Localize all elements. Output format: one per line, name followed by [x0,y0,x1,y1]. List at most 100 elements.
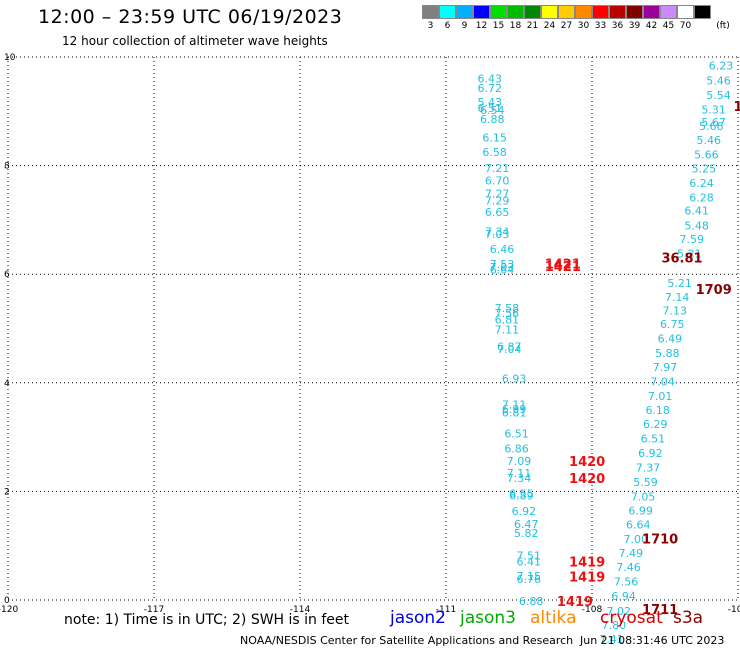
legend-swatch-16 [694,5,711,19]
wave-height-label-9: 6.70 [485,174,510,187]
wave-height-label-29: 6.51 [504,427,529,440]
legend-label-8: 27 [560,21,573,31]
legend-label-5: 18 [509,21,522,31]
legend-swatch-10 [592,5,609,19]
wave-height-label-61: 7.13 [662,305,687,318]
wave-height-label-63: 6.49 [658,332,683,345]
legend-swatch-12 [626,5,643,19]
wave-height-label-28: 6.81 [502,407,527,420]
wave-height-label-74: 7.05 [631,490,656,503]
time-label-8: 1419 [569,555,605,570]
wave-height-label-13: 7.34 [485,225,510,238]
wave-height-label-54: 6.28 [689,192,714,205]
legend-swatch-8 [558,5,575,19]
wave-height-label-77: 7.00 [624,533,649,546]
wave-height-label-69: 6.29 [643,418,668,431]
wave-height-label-51: 5.66 [694,149,719,162]
mission-cryosat: cryosat [600,608,663,628]
wave-height-label-64: 5.88 [655,347,680,360]
wave-height-label-38: 5.82 [514,527,539,540]
wave-height-label-30: 6.86 [504,443,529,456]
legend-swatch-13 [643,5,660,19]
wave-height-label-37: 6.47 [514,518,539,531]
legend-swatch-1 [439,5,456,19]
y-tick-label-1: 2 [4,487,10,497]
wave-height-label-60: 7.14 [665,291,690,304]
legend-swatch-2 [456,5,473,19]
legend-label-2: 9 [461,21,468,31]
chart-subtitle: 12 hour collection of altimeter wave hei… [62,34,328,48]
wave-height-label-58: 5.21 [677,248,702,261]
wave-height-label-14: 7.03 [485,228,510,241]
wave-height-label-44: 6.23 [709,60,734,73]
wave-height-label-72: 7.37 [636,462,661,475]
time-label-1: 1421 [545,260,581,275]
legend-swatch-15 [677,5,694,19]
wave-height-label-20: 7.56 [495,307,520,320]
wave-height-label-65: 7.97 [653,361,678,374]
time-label-11: 1711 [642,603,678,618]
wave-height-label-81: 6.94 [611,590,636,603]
legend-swatch-6 [524,5,541,19]
wave-height-label-7: 6.58 [482,146,507,159]
mission-altika: altika [530,608,577,628]
y-tick-label-2: 4 [4,379,10,389]
wave-height-label-57: 7.59 [680,233,705,246]
wave-height-label-24: 7.04 [497,343,522,356]
wave-height-label-73: 5.59 [633,476,658,489]
time-label-6: 1420 [569,472,605,487]
wave-height-label-39: 7.51 [516,549,541,562]
legend-label-14: 45 [662,21,675,31]
footer-note: note: 1) Time is in UTC; 2) SWH is in fe… [64,612,350,628]
mission-s3a: s3a [673,608,704,628]
y-tick-label-4: 8 [4,162,10,172]
mission-jason2: jason2 [390,608,446,628]
x-tick-label-0: -120 [0,605,18,615]
legend-label-13: 42 [645,21,658,31]
wave-height-label-40: 6.41 [516,555,541,568]
wave-height-label-18: 6.64 [490,263,515,276]
wave-height-label-82: 7.02 [607,605,632,618]
wave-height-label-36: 6.92 [512,505,537,518]
legend-swatch-5 [507,5,524,19]
wave-height-label-85: 7.94 [597,648,622,650]
time-label-10: 1419 [557,595,593,610]
time-label-2: 36.81 [661,251,702,266]
x-tick-label-5: -105 [728,605,740,615]
wave-height-label-17: 7.03 [490,261,515,274]
legend-unit: (ft) [716,21,730,31]
y-tick-label-0: 0 [4,596,10,606]
wave-height-label-2: 5.43 [478,96,503,109]
time-label-9: 1419 [569,571,605,586]
legend-label-4: 15 [492,21,505,31]
legend-label-9: 30 [577,21,590,31]
y-tick-label-5: 10 [4,53,16,63]
wave-height-label-46: 5.54 [706,89,731,102]
wave-height-label-47: 5.31 [701,104,726,117]
legend-swatch-0 [422,5,439,19]
wave-height-label-25: 6.93 [502,372,527,385]
wave-height-label-11: 7.29 [485,194,510,207]
wave-height-label-34: 6.55 [509,488,534,501]
time-label-4: 1709 [696,283,732,298]
wave-height-label-41: 7.15 [516,570,541,583]
wave-height-label-19: 7.58 [495,302,520,315]
wave-height-label-70: 6.51 [641,433,666,446]
wave-height-label-12: 6.65 [485,206,510,219]
wave-height-label-3: 6.51 [478,102,503,115]
wave-height-label-27: 6.99 [502,403,527,416]
x-tick-label-4: -108 [582,605,603,615]
wave-height-label-76: 6.64 [626,519,651,532]
wave-height-label-35: 6.89 [509,490,534,503]
wave-height-label-75: 6.99 [628,504,653,517]
wave-height-label-56: 5.48 [684,219,709,232]
legend-swatch-4 [490,5,507,19]
wave-height-label-23: 6.87 [497,340,522,353]
wave-height-label-33: 7.34 [507,472,532,485]
legend-label-12: 39 [628,21,641,31]
y-tick-label-3: 6 [4,270,10,280]
wave-height-label-16: 7.53 [490,258,515,271]
legend-labels: 3 6 9 12 15 18 21 24 27 30 33 36 39 42 45 70 (ft) [422,19,735,31]
wave-height-label-48: 5.67 [701,116,726,129]
